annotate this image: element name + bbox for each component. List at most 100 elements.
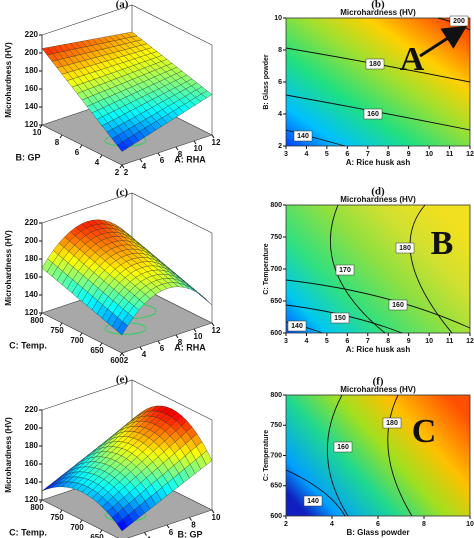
y-tick-label: 10 (33, 128, 42, 137)
z-tick-label: 120 (25, 120, 39, 129)
contour-label-box (303, 495, 323, 507)
arrow (419, 25, 468, 58)
y-tick (39, 124, 43, 129)
contour-label-box (382, 417, 402, 429)
x-tick (121, 164, 125, 169)
y-tick-label: 800 (30, 503, 44, 512)
contour-label-box (335, 264, 355, 276)
y-tick (39, 312, 43, 317)
x-tick (157, 340, 161, 345)
contour-label-box (330, 312, 350, 324)
x-tick (211, 322, 215, 327)
x-tick (193, 328, 197, 333)
y-tick-label: 10 (274, 15, 282, 22)
x-tick-label: 10 (466, 521, 474, 528)
panel-label: (f) (373, 376, 384, 388)
contour-label: 180 (369, 61, 381, 68)
surface-cell (116, 141, 128, 152)
y-tick (119, 352, 123, 357)
y-tick (79, 144, 83, 149)
panel-label: (a) (116, 0, 129, 11)
z-tick-label: 200 (25, 236, 39, 245)
annotation: C (412, 413, 437, 450)
x-tick-label: 4 (304, 151, 308, 158)
y-tick-label: 800 (30, 316, 44, 325)
y-tick (39, 499, 43, 504)
y-tick (59, 322, 63, 327)
x-tick-label: 10 (194, 332, 203, 341)
x-tick-label: 5 (325, 151, 329, 158)
x-tick (175, 146, 179, 151)
contour-field (285, 204, 471, 334)
x-tick (175, 334, 179, 339)
y-tick-label: 700 (270, 452, 282, 459)
x-tick (121, 352, 125, 357)
y-tick-label: 600 (270, 513, 282, 520)
x-tick-label: 9 (407, 338, 411, 345)
contour-line (285, 129, 346, 147)
x-tick-label: 2 (284, 521, 288, 528)
y-tick-label: 800 (270, 392, 282, 399)
y-axis-label: B: Glass powder (263, 54, 270, 110)
chart-title: Microhardness (HV) (340, 195, 416, 204)
x-tick-label: 6 (160, 344, 165, 353)
x-tick-label: 3 (284, 338, 288, 345)
x-tick-label: 8 (191, 521, 196, 530)
y-tick-label: 700 (70, 523, 84, 532)
z-axis-label: Microhardness (HV) (4, 417, 13, 493)
y-axis-label: C: Temp. (9, 340, 47, 350)
contour-label-box (293, 130, 313, 142)
panel-label: (e) (116, 374, 129, 386)
y-tick (59, 509, 63, 514)
x-tick-label: 5 (325, 338, 329, 345)
y-tick-label: 6 (278, 79, 282, 86)
contour-label-box (363, 108, 383, 120)
x-tick (211, 509, 215, 514)
y-tick-label: 2 (278, 143, 282, 150)
y-tick (119, 164, 123, 169)
x-tick-label: 4 (304, 338, 308, 345)
z-tick-label: 160 (25, 272, 39, 281)
x-tick-label: 4 (142, 350, 147, 359)
panel-label: (d) (371, 186, 385, 198)
y-tick-label: 650 (90, 533, 104, 538)
y-axis-label: B: GP (15, 152, 40, 162)
x-tick-label: 10 (194, 144, 203, 153)
y-tick-label: 800 (270, 202, 282, 209)
x-tick-label: 11 (446, 151, 454, 158)
contour-label-box (388, 299, 408, 311)
contour-label: 180 (386, 420, 398, 427)
chart-title: Microhardness (HV) (340, 385, 416, 394)
y-tick (79, 519, 83, 524)
x-tick-label: 6 (345, 338, 349, 345)
contour-line (285, 279, 471, 329)
surface-cell (116, 519, 128, 532)
contour-label-box (333, 441, 353, 453)
y-tick-label: 750 (270, 422, 282, 429)
x-tick (189, 517, 192, 521)
y-tick (79, 332, 83, 337)
x-tick-label: 8 (422, 521, 426, 528)
x-tick-label: 3 (284, 151, 288, 158)
contour-label: 180 (399, 245, 411, 252)
contour-label: 160 (337, 444, 349, 451)
x-tick-label: 6 (345, 151, 349, 158)
x-tick-label: 7 (366, 338, 370, 345)
annotation: B (431, 225, 454, 262)
y-tick-label: 750 (270, 234, 282, 241)
x-tick-label: 10 (212, 513, 221, 522)
y-tick (99, 342, 103, 347)
x-tick (157, 152, 161, 157)
y-tick-label: 600 (270, 330, 282, 337)
x-tick-label: 12 (466, 338, 474, 345)
x-tick (139, 158, 143, 163)
x-tick-label: 10 (425, 338, 433, 345)
y-tick-label: 2 (115, 168, 120, 177)
box-edge (41, 379, 213, 421)
z-tick-label: 220 (25, 218, 39, 227)
contour-label: 170 (339, 267, 351, 274)
x-tick-label: 2 (124, 168, 129, 177)
box-edge (41, 192, 213, 234)
x-axis-label: A: RHA (174, 342, 206, 352)
y-tick-label: 650 (270, 483, 282, 490)
